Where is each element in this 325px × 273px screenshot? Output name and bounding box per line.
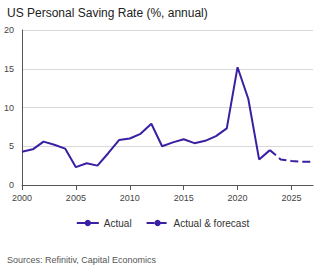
svg-text:2025: 2025 <box>281 193 301 203</box>
svg-text:0: 0 <box>9 180 14 190</box>
svg-text:2005: 2005 <box>66 193 86 203</box>
svg-text:5: 5 <box>9 141 14 151</box>
svg-text:2010: 2010 <box>120 193 140 203</box>
svg-text:15: 15 <box>4 64 14 74</box>
svg-text:2020: 2020 <box>228 193 248 203</box>
svg-text:Actual & forecast: Actual & forecast <box>174 218 250 229</box>
svg-text:2000: 2000 <box>12 193 32 203</box>
svg-text:10: 10 <box>4 103 14 113</box>
svg-text:US Personal Saving Rate (%, an: US Personal Saving Rate (%, annual) <box>7 6 208 20</box>
svg-text:20: 20 <box>4 25 14 35</box>
svg-text:2015: 2015 <box>174 193 194 203</box>
svg-text:Sources: Refinitiv, Capital Ec: Sources: Refinitiv, Capital Economics <box>7 255 156 265</box>
svg-text:Actual: Actual <box>104 218 132 229</box>
